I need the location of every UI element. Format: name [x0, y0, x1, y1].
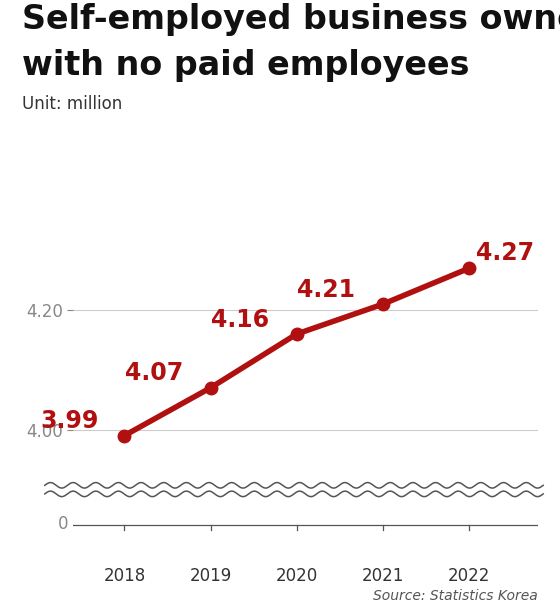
Text: 3.99: 3.99 — [40, 409, 99, 433]
Text: 0: 0 — [58, 515, 68, 533]
Text: 4.07: 4.07 — [125, 362, 183, 386]
Text: with no paid employees: with no paid employees — [22, 49, 470, 82]
Text: Unit: million: Unit: million — [22, 95, 123, 113]
Text: Source: Statistics Korea: Source: Statistics Korea — [373, 589, 538, 603]
Text: Self-employed business owners: Self-employed business owners — [22, 3, 560, 36]
Text: 4.21: 4.21 — [297, 278, 355, 302]
Text: 4.27: 4.27 — [475, 241, 534, 266]
Text: 4.16: 4.16 — [211, 308, 269, 332]
